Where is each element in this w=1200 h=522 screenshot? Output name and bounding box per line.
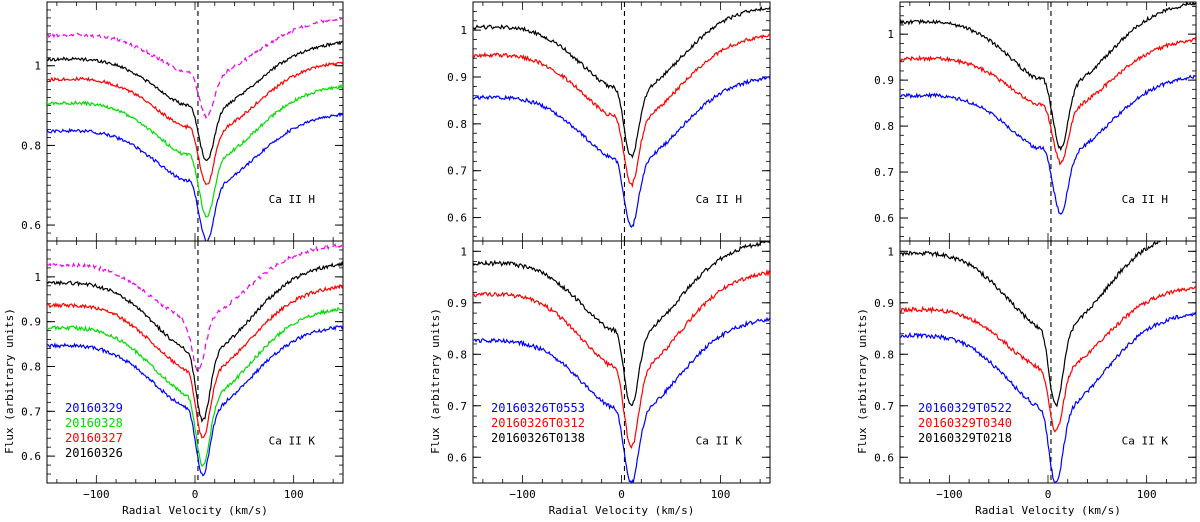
- series-line-20160326t0138: [473, 241, 770, 407]
- x-tick-label: 0: [618, 488, 625, 501]
- legend-entry: 20160329T0522: [918, 401, 1012, 415]
- y-tick-label: 1: [460, 245, 467, 258]
- series-line-20160327: [47, 61, 343, 186]
- spectral-line-label: Ca II H: [269, 193, 315, 206]
- legend-entry: 20160326T0312: [491, 416, 585, 430]
- legend-entry: 20160329T0218: [918, 431, 1012, 445]
- x-tick-label: 0: [1045, 488, 1052, 501]
- series-line-20160329t0522: [900, 311, 1196, 483]
- legend-entry: 20160326T0138: [491, 431, 585, 445]
- x-tick-label: 100: [284, 488, 304, 501]
- legend-entry: 20160329: [65, 401, 123, 415]
- y-tick-label: 1: [34, 271, 41, 284]
- series-line-20160326t0138: [473, 5, 770, 159]
- spectral-line-label: Ca II H: [696, 193, 742, 206]
- y-tick-label: 1: [34, 60, 41, 73]
- series-line-20160329t0218: [900, 241, 1163, 408]
- series-line-20160326t0312: [473, 268, 770, 450]
- spectral-line-label: Ca II H: [1122, 193, 1168, 206]
- y-tick-label: 1: [460, 24, 467, 37]
- y-tick-label: 0.6: [21, 450, 41, 463]
- x-tick-label: 100: [711, 488, 731, 501]
- y-tick-label: 1: [887, 245, 894, 258]
- subplot-ca-ii-k: 0.6 0.7 0.8 0.9 1 Ca II K: [21, 240, 344, 484]
- x-axis-label: Radial Velocity (km/s): [122, 504, 268, 517]
- x-tick-label: −100: [509, 488, 536, 501]
- y-axis-label: Flux (arbitrary units): [3, 308, 16, 454]
- y-axis-label: Flux (arbitrary units): [429, 308, 442, 454]
- series-line-magenta: [47, 17, 343, 120]
- legend-entry: 20160327: [65, 431, 123, 445]
- x-tick-label: 0: [192, 488, 199, 501]
- y-tick-label: 0.6: [874, 451, 894, 464]
- x-tick-label: 100: [1137, 488, 1157, 501]
- y-tick-label: 0.6: [447, 451, 467, 464]
- subplot-ca-ii-k: 0.6 0.7 0.8 0.9 1 Ca II K: [874, 240, 1197, 484]
- legend-entry: 20160328: [65, 416, 123, 430]
- y-tick-label: 0.6: [21, 219, 41, 232]
- series-line-20160329: [47, 325, 343, 477]
- chart-panel-2: 0.6 0.7 0.8 0.9 1 Ca II H 0.6 0.7 0.8 0.9 1 Ca II K…: [429, 1, 771, 517]
- y-tick-label: 0.9: [874, 297, 894, 310]
- y-tick-label: 0.8: [21, 139, 41, 152]
- series-line-20160328: [47, 83, 343, 218]
- y-tick-label: 0.8: [447, 118, 467, 131]
- series-line-20160326: [47, 260, 343, 424]
- chart-panel-1: 0.6 0.8 1 Ca II H 0.6 0.7 0.8 0.9 1 Ca II K −100 0 1…: [3, 1, 344, 517]
- spectral-line-label: Ca II K: [1122, 434, 1169, 447]
- y-axis-label: Flux (arbitrary units): [856, 308, 869, 454]
- y-tick-label: 0.9: [874, 74, 894, 87]
- series-line-20160329t0218: [900, 2, 1196, 152]
- series-line-20160326: [47, 40, 343, 162]
- subplot-ca-ii-h: 0.6 0.7 0.8 0.9 1 Ca II H: [447, 1, 771, 242]
- y-tick-label: 0.6: [874, 212, 894, 225]
- legend-entry: 20160329T0340: [918, 416, 1012, 430]
- x-axis-label: Radial Velocity (km/s): [975, 504, 1121, 517]
- series-line-20160329t0522: [900, 74, 1196, 215]
- y-tick-label: 0.9: [21, 316, 41, 329]
- subplot-ca-ii-h: 0.6 0.7 0.8 0.9 1 Ca II H: [874, 1, 1197, 242]
- y-tick-label: 0.8: [21, 360, 41, 373]
- series-line-20160326t0312: [473, 33, 770, 188]
- y-tick-label: 0.8: [874, 120, 894, 133]
- y-tick-label: 1: [887, 28, 894, 41]
- series-line-20160327: [47, 283, 343, 439]
- y-tick-label: 0.9: [447, 71, 467, 84]
- series-line-20160326t0553: [473, 316, 770, 483]
- y-tick-label: 0.9: [447, 297, 467, 310]
- x-axis-label: Radial Velocity (km/s): [549, 504, 695, 517]
- series-line-magenta: [47, 243, 343, 373]
- series-line-20160326t0553: [473, 76, 770, 228]
- series-line-20160329t0340: [900, 37, 1196, 166]
- subplot-ca-ii-h: 0.6 0.8 1 Ca II H: [21, 1, 344, 242]
- y-tick-label: 0.7: [874, 400, 894, 413]
- spectral-line-label: Ca II K: [696, 434, 743, 447]
- y-tick-label: 0.8: [447, 348, 467, 361]
- legend-entry: 20160326: [65, 446, 123, 460]
- y-tick-label: 0.7: [447, 400, 467, 413]
- subplot-ca-ii-k: 0.6 0.7 0.8 0.9 1 Ca II K: [447, 240, 771, 484]
- y-tick-label: 0.7: [21, 405, 41, 418]
- series-line-20160329: [47, 112, 343, 241]
- legend-entry: 20160326T0553: [491, 401, 585, 415]
- y-tick-label: 0.7: [447, 165, 467, 178]
- y-tick-label: 0.7: [874, 166, 894, 179]
- spectral-line-label: Ca II K: [269, 434, 316, 447]
- chart-panel-3: 0.6 0.7 0.8 0.9 1 Ca II H 0.6 0.7 0.8 0.9 1 Ca II K…: [856, 1, 1197, 517]
- x-tick-label: −100: [83, 488, 110, 501]
- series-line-20160328: [47, 306, 343, 467]
- series-line-20160329t0340: [900, 285, 1196, 433]
- y-tick-label: 0.6: [447, 212, 467, 225]
- y-tick-label: 0.8: [874, 348, 894, 361]
- x-tick-label: −100: [936, 488, 963, 501]
